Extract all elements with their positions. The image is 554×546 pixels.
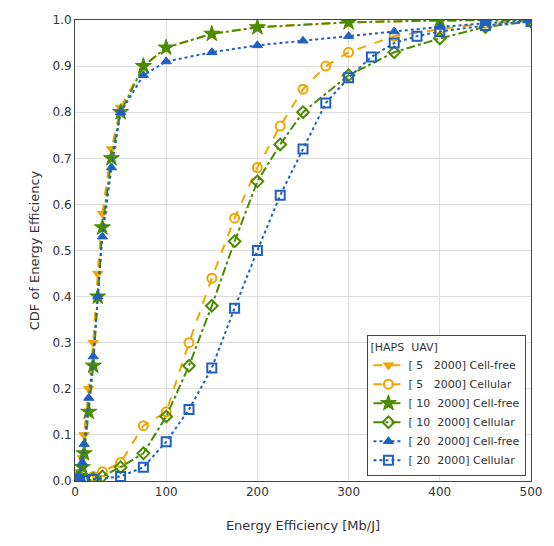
svg-text:0.5: 0.5 (53, 244, 72, 258)
svg-text:Energy Efficiency [Mb/J]: Energy Efficiency [Mb/J] (226, 518, 380, 533)
svg-text:1.0: 1.0 (53, 13, 72, 27)
svg-text:[ 20 2000] Cellular: [ 20 2000] Cellular (408, 454, 515, 467)
svg-text:[ 10 2000] Cell-free: [ 10 2000] Cell-free (408, 397, 519, 410)
svg-text:500: 500 (520, 485, 543, 499)
svg-text:[ 5 2000] Cell-free: [ 5 2000] Cell-free (408, 359, 516, 372)
svg-text:0.9: 0.9 (53, 59, 72, 73)
svg-text:0: 0 (71, 485, 79, 499)
svg-text:[ 5 2000] Cellular: [ 5 2000] Cellular (408, 378, 511, 391)
svg-text:0.2: 0.2 (53, 382, 72, 396)
svg-text:300: 300 (337, 485, 360, 499)
svg-text:400: 400 (428, 485, 451, 499)
svg-text:200: 200 (246, 485, 269, 499)
svg-text:0.6: 0.6 (53, 198, 72, 212)
svg-text:0.3: 0.3 (53, 336, 72, 350)
svg-text:0.0: 0.0 (53, 474, 72, 488)
svg-text:[HAPS UAV]: [HAPS UAV] (370, 341, 437, 354)
svg-text:CDF of Energy Efficiency: CDF of Energy Efficiency (27, 170, 42, 330)
svg-text:0.8: 0.8 (53, 105, 72, 119)
svg-text:0.7: 0.7 (53, 152, 72, 166)
svg-text:0.4: 0.4 (53, 290, 72, 304)
svg-text:100: 100 (155, 485, 178, 499)
svg-text:0.1: 0.1 (53, 428, 72, 442)
svg-text:[ 10 2000] Cellular: [ 10 2000] Cellular (408, 416, 515, 429)
svg-text:[ 20 2000] Cell-free: [ 20 2000] Cell-free (408, 435, 519, 448)
